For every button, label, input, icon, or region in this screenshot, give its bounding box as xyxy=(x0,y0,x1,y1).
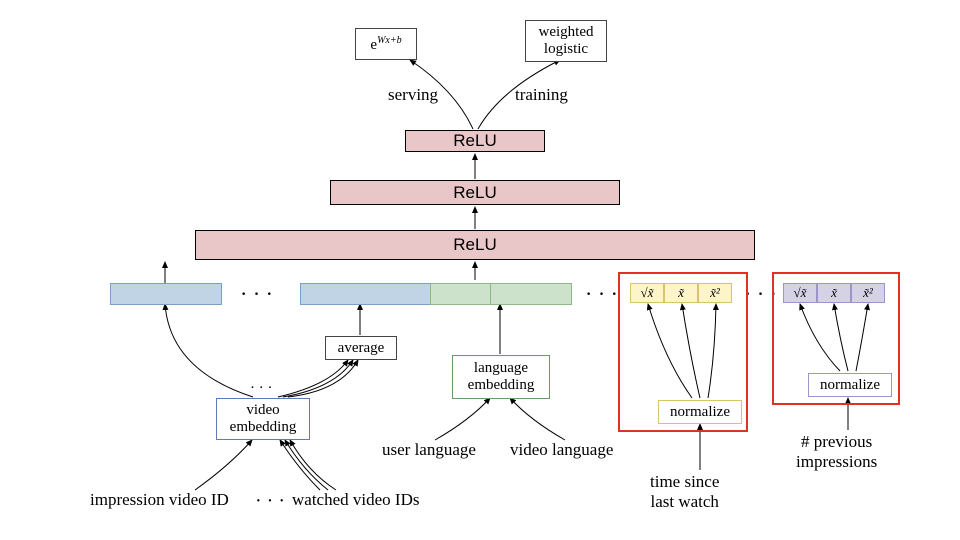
dots-1: · · · xyxy=(240,281,273,306)
relu-1: ReLU xyxy=(405,130,545,152)
relu-3: ReLU xyxy=(195,230,755,260)
training-label: training xyxy=(515,85,568,105)
formula-text: eWx+b xyxy=(370,35,401,54)
language-embedding-box: language embedding xyxy=(452,355,550,399)
dots-2: · · · xyxy=(585,281,618,306)
watched-label: watched video IDs xyxy=(292,490,419,510)
time-since-label: time since last watch xyxy=(650,472,719,511)
average-box: average xyxy=(325,336,397,360)
user-lang-label: user language xyxy=(382,440,476,460)
green-bar-2 xyxy=(490,283,572,305)
video-lang-label: video language xyxy=(510,440,613,460)
normalize-2: normalize xyxy=(808,373,892,397)
dots-ve: · · · xyxy=(250,380,273,397)
normalize-1: normalize xyxy=(658,400,742,424)
impression-label: impression video ID xyxy=(90,490,229,510)
relu-2: ReLU xyxy=(330,180,620,205)
green-bar-1 xyxy=(430,283,492,305)
dots-bottom: · · · xyxy=(255,490,285,513)
prev-impr-label: # previous impressions xyxy=(796,432,877,471)
blue-bar-right xyxy=(300,283,432,305)
video-embedding-box: video embedding xyxy=(216,398,310,440)
weighted-logistic-box: weighted logistic xyxy=(525,20,607,62)
blue-bar-left xyxy=(110,283,222,305)
serving-label: serving xyxy=(388,85,438,105)
formula-box: eWx+b xyxy=(355,28,417,60)
